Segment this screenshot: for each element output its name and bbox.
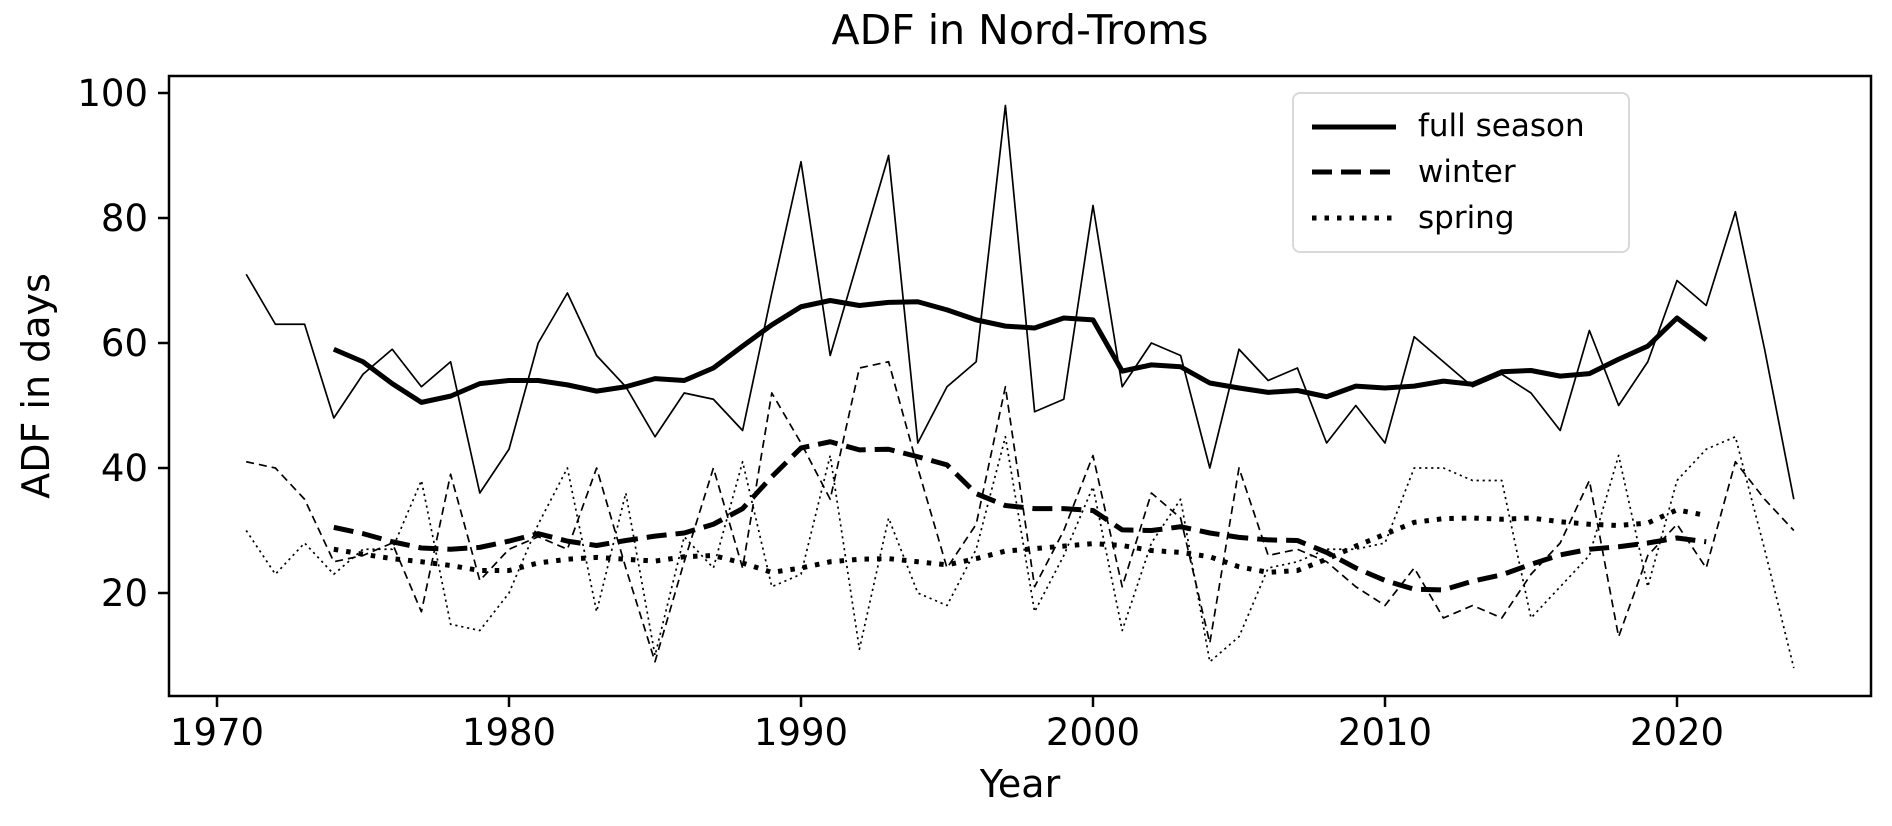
legend-label: winter: [1418, 153, 1516, 190]
x-tick-label: 2010: [1338, 711, 1432, 754]
x-tick-label: 1970: [170, 711, 264, 754]
y-tick-label: 60: [101, 322, 148, 365]
x-axis-label: Year: [979, 762, 1061, 806]
winter-annual-line: [246, 360, 1795, 663]
plot-frame: [167, 74, 1873, 698]
y-tick-label: 40: [101, 447, 148, 490]
dotted-line-sample-icon: [1312, 215, 1396, 221]
legend-label: spring: [1418, 199, 1515, 236]
spring-smoothed-line: [333, 507, 1707, 575]
legend-item-winter: winter: [1310, 153, 1612, 190]
dashed-line-sample-icon: [1312, 169, 1396, 175]
chart-title: ADF in Nord-Troms: [831, 6, 1209, 54]
y-tick-label: 100: [77, 72, 148, 115]
full-season-annual-line: [245, 104, 1795, 500]
y-tick-label: 20: [101, 572, 148, 615]
full-season-smoothed-line: [332, 298, 1708, 405]
legend-label: full season: [1418, 108, 1585, 145]
y-axis-label: ADF in days: [14, 273, 58, 499]
legend-item-full-season: full season: [1310, 111, 1612, 142]
y-tick-label: 80: [101, 197, 148, 240]
x-tick-label: 2000: [1046, 711, 1140, 754]
solid-line-sample-icon: [1312, 124, 1396, 130]
legend-item-spring: spring: [1310, 199, 1612, 236]
legend: full season winter spring: [1292, 92, 1630, 253]
x-tick-label: 2020: [1630, 711, 1724, 754]
x-tick-label: 1980: [462, 711, 556, 754]
winter-smoothed-line: [333, 439, 1707, 593]
x-tick-label: 1990: [754, 711, 848, 754]
